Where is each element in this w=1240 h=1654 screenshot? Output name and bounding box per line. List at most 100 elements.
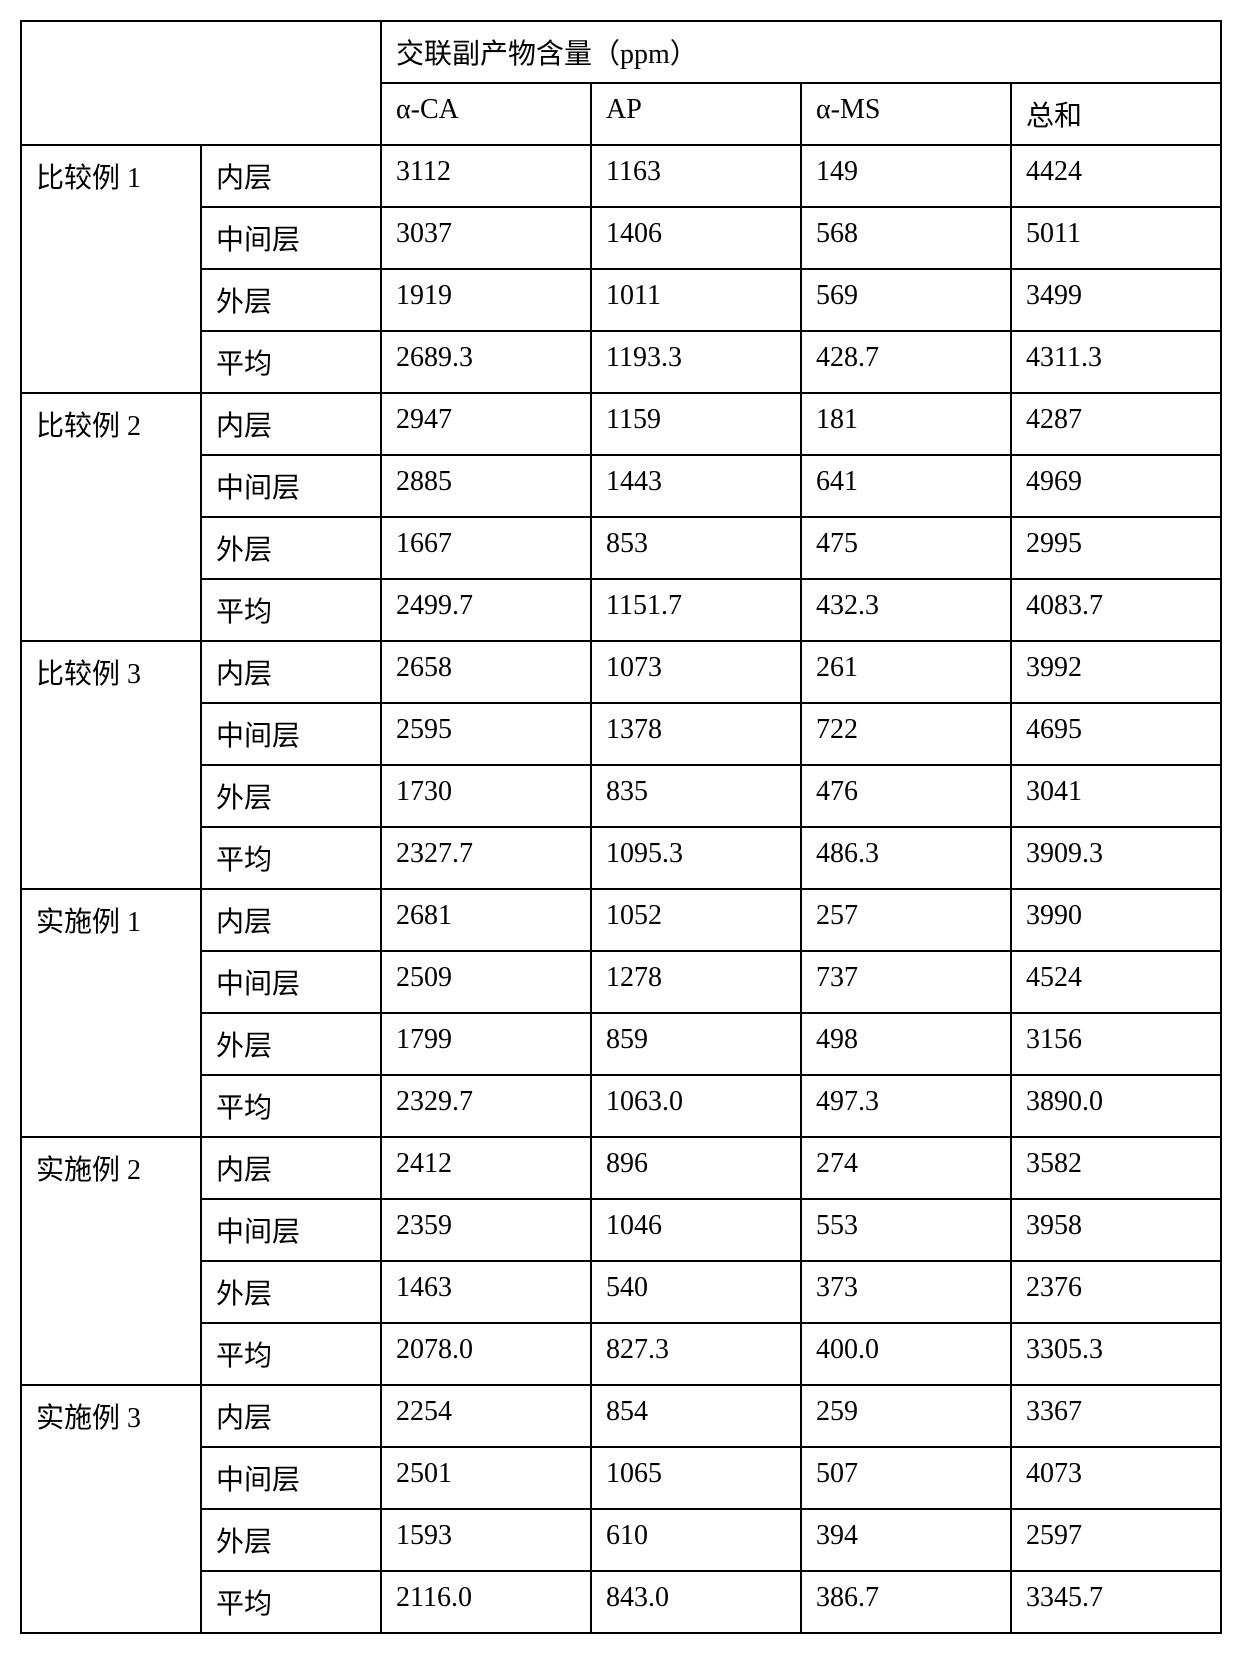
table-row: 比较例 1内层311211631494424 bbox=[21, 145, 1221, 207]
row-label: 内层 bbox=[201, 145, 381, 207]
cell-value: 896 bbox=[591, 1137, 801, 1199]
cell-value: 4695 bbox=[1011, 703, 1221, 765]
cell-value: 1799 bbox=[381, 1013, 591, 1075]
table-row: 中间层303714065685011 bbox=[21, 207, 1221, 269]
row-label: 中间层 bbox=[201, 1199, 381, 1261]
cell-value: 394 bbox=[801, 1509, 1011, 1571]
cell-value: 1193.3 bbox=[591, 331, 801, 393]
table-row: 平均2329.71063.0497.33890.0 bbox=[21, 1075, 1221, 1137]
cell-value: 4083.7 bbox=[1011, 579, 1221, 641]
row-label: 平均 bbox=[201, 579, 381, 641]
cell-value: 4969 bbox=[1011, 455, 1221, 517]
row-label: 中间层 bbox=[201, 1447, 381, 1509]
cell-value: 1159 bbox=[591, 393, 801, 455]
row-label: 外层 bbox=[201, 517, 381, 579]
cell-value: 2254 bbox=[381, 1385, 591, 1447]
cell-value: 2501 bbox=[381, 1447, 591, 1509]
cell-value: 400.0 bbox=[801, 1323, 1011, 1385]
cell-value: 498 bbox=[801, 1013, 1011, 1075]
cell-value: 1667 bbox=[381, 517, 591, 579]
cell-value: 2499.7 bbox=[381, 579, 591, 641]
table-row: 平均2078.0827.3400.03305.3 bbox=[21, 1323, 1221, 1385]
table-header-row: 交联副产物含量（ppm） bbox=[21, 21, 1221, 83]
group-name: 比较例 3 bbox=[21, 641, 201, 889]
row-label: 外层 bbox=[201, 765, 381, 827]
cell-value: 1406 bbox=[591, 207, 801, 269]
cell-value: 261 bbox=[801, 641, 1011, 703]
cell-value: 859 bbox=[591, 1013, 801, 1075]
table-row: 平均2327.71095.3486.33909.3 bbox=[21, 827, 1221, 889]
cell-value: 835 bbox=[591, 765, 801, 827]
table-row: 中间层259513787224695 bbox=[21, 703, 1221, 765]
group-name: 比较例 1 bbox=[21, 145, 201, 393]
cell-value: 1073 bbox=[591, 641, 801, 703]
cell-value: 274 bbox=[801, 1137, 1011, 1199]
cell-value: 432.3 bbox=[801, 579, 1011, 641]
table-row: 平均2116.0843.0386.73345.7 bbox=[21, 1571, 1221, 1633]
group-name: 实施例 3 bbox=[21, 1385, 201, 1633]
cell-value: 2327.7 bbox=[381, 827, 591, 889]
cell-value: 2116.0 bbox=[381, 1571, 591, 1633]
cell-value: 1046 bbox=[591, 1199, 801, 1261]
cell-value: 476 bbox=[801, 765, 1011, 827]
row-label: 平均 bbox=[201, 1075, 381, 1137]
cell-value: 2885 bbox=[381, 455, 591, 517]
cell-value: 3112 bbox=[381, 145, 591, 207]
cell-value: 3037 bbox=[381, 207, 591, 269]
row-label: 中间层 bbox=[201, 455, 381, 517]
group-name: 实施例 1 bbox=[21, 889, 201, 1137]
row-label: 平均 bbox=[201, 827, 381, 889]
column-header-2: α-MS bbox=[801, 83, 1011, 145]
cell-value: 2412 bbox=[381, 1137, 591, 1199]
column-header-0: α-CA bbox=[381, 83, 591, 145]
cell-value: 2995 bbox=[1011, 517, 1221, 579]
table-row: 中间层250912787374524 bbox=[21, 951, 1221, 1013]
cell-value: 854 bbox=[591, 1385, 801, 1447]
cell-value: 2359 bbox=[381, 1199, 591, 1261]
table-row: 中间层250110655074073 bbox=[21, 1447, 1221, 1509]
cell-value: 843.0 bbox=[591, 1571, 801, 1633]
row-label: 中间层 bbox=[201, 207, 381, 269]
header-blank bbox=[21, 21, 381, 145]
table-row: 实施例 1内层268110522573990 bbox=[21, 889, 1221, 951]
cell-value: 3990 bbox=[1011, 889, 1221, 951]
cell-value: 722 bbox=[801, 703, 1011, 765]
row-label: 内层 bbox=[201, 393, 381, 455]
cell-value: 4073 bbox=[1011, 1447, 1221, 1509]
cell-value: 1095.3 bbox=[591, 827, 801, 889]
cell-value: 610 bbox=[591, 1509, 801, 1571]
cell-value: 3499 bbox=[1011, 269, 1221, 331]
cell-value: 507 bbox=[801, 1447, 1011, 1509]
cell-value: 1730 bbox=[381, 765, 591, 827]
cell-value: 1063.0 bbox=[591, 1075, 801, 1137]
cell-value: 373 bbox=[801, 1261, 1011, 1323]
cell-value: 2689.3 bbox=[381, 331, 591, 393]
row-label: 内层 bbox=[201, 1385, 381, 1447]
table-row: 外层15936103942597 bbox=[21, 1509, 1221, 1571]
cell-value: 149 bbox=[801, 145, 1011, 207]
cell-value: 3909.3 bbox=[1011, 827, 1221, 889]
cell-value: 259 bbox=[801, 1385, 1011, 1447]
table-row: 中间层235910465533958 bbox=[21, 1199, 1221, 1261]
cell-value: 737 bbox=[801, 951, 1011, 1013]
cell-value: 4424 bbox=[1011, 145, 1221, 207]
byproduct-table: 交联副产物含量（ppm）α-CAAPα-MS总和比较例 1内层311211631… bbox=[20, 20, 1222, 1634]
cell-value: 1443 bbox=[591, 455, 801, 517]
cell-value: 1151.7 bbox=[591, 579, 801, 641]
row-label: 外层 bbox=[201, 269, 381, 331]
cell-value: 475 bbox=[801, 517, 1011, 579]
table-row: 外层14635403732376 bbox=[21, 1261, 1221, 1323]
cell-value: 1011 bbox=[591, 269, 801, 331]
cell-value: 3345.7 bbox=[1011, 1571, 1221, 1633]
table-row: 中间层288514436414969 bbox=[21, 455, 1221, 517]
table-row: 实施例 2内层24128962743582 bbox=[21, 1137, 1221, 1199]
row-label: 平均 bbox=[201, 1571, 381, 1633]
table-row: 外层16678534752995 bbox=[21, 517, 1221, 579]
cell-value: 853 bbox=[591, 517, 801, 579]
cell-value: 3367 bbox=[1011, 1385, 1221, 1447]
cell-value: 386.7 bbox=[801, 1571, 1011, 1633]
cell-value: 2658 bbox=[381, 641, 591, 703]
cell-value: 2376 bbox=[1011, 1261, 1221, 1323]
cell-value: 1052 bbox=[591, 889, 801, 951]
cell-value: 3041 bbox=[1011, 765, 1221, 827]
